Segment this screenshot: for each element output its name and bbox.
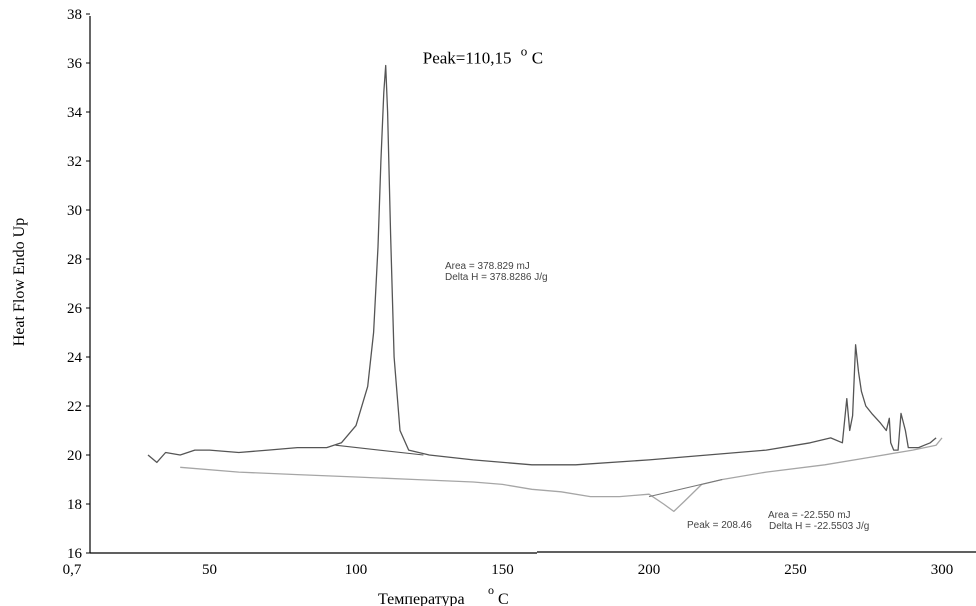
y-tick-label: 22 bbox=[67, 399, 82, 415]
x-axis-unit: C bbox=[498, 591, 509, 606]
x-tick-label: 150 bbox=[491, 562, 514, 578]
peak-1-enthalpy-label: Area = 378.829 mJ bbox=[445, 261, 530, 272]
tick-labels: 16 18 20 22 24 26 28 30 32 34 36 38 0,7 50 100 150 200 25… bbox=[63, 7, 954, 578]
heating-curve-line bbox=[147, 64, 937, 466]
y-tick-label: 24 bbox=[67, 350, 83, 366]
peak-1-unit: C bbox=[532, 48, 543, 67]
peak-1-enthalpy-label: Delta H = 378.8286 J/g bbox=[445, 272, 548, 283]
peak-2-label: Peak = 208.46 bbox=[687, 520, 752, 531]
y-tick-label: 16 bbox=[67, 546, 83, 562]
x-tick-label: 300 bbox=[931, 562, 954, 578]
x-tick-label: 100 bbox=[345, 562, 368, 578]
x-tick-label: 250 bbox=[784, 562, 807, 578]
peak-2-enthalpy-label: Delta H = -22.5503 J/g bbox=[769, 521, 869, 532]
y-tick-label: 26 bbox=[67, 301, 83, 317]
x-tick-label: 0,7 bbox=[63, 562, 82, 578]
peak-baseline bbox=[335, 444, 424, 456]
cooling-curve-line bbox=[180, 437, 943, 513]
peak-1-degree-symbol: o bbox=[521, 43, 528, 58]
y-axis-label: Heat Flow Endo Up bbox=[11, 218, 28, 346]
y-tick-label: 30 bbox=[67, 203, 82, 219]
peak-1-label: Peak=110,15 bbox=[423, 48, 512, 67]
x-tick-label: 50 bbox=[202, 562, 217, 578]
y-tick-label: 20 bbox=[67, 448, 82, 464]
x-axis-label: Температура bbox=[378, 591, 465, 606]
x-axis-degree-symbol: o bbox=[488, 583, 494, 597]
peak-baseline bbox=[648, 478, 723, 498]
y-tick-label: 38 bbox=[67, 7, 82, 23]
y-tick-label: 18 bbox=[67, 497, 82, 513]
peak-2-enthalpy-label: Area = -22.550 mJ bbox=[768, 510, 851, 521]
y-tick-label: 36 bbox=[67, 56, 83, 72]
y-tick-label: 28 bbox=[67, 252, 82, 268]
y-tick-label: 32 bbox=[67, 154, 82, 170]
y-tick-label: 34 bbox=[67, 105, 83, 121]
axes bbox=[89, 16, 976, 554]
series-group bbox=[147, 64, 943, 513]
x-tick-label: 200 bbox=[638, 562, 661, 578]
